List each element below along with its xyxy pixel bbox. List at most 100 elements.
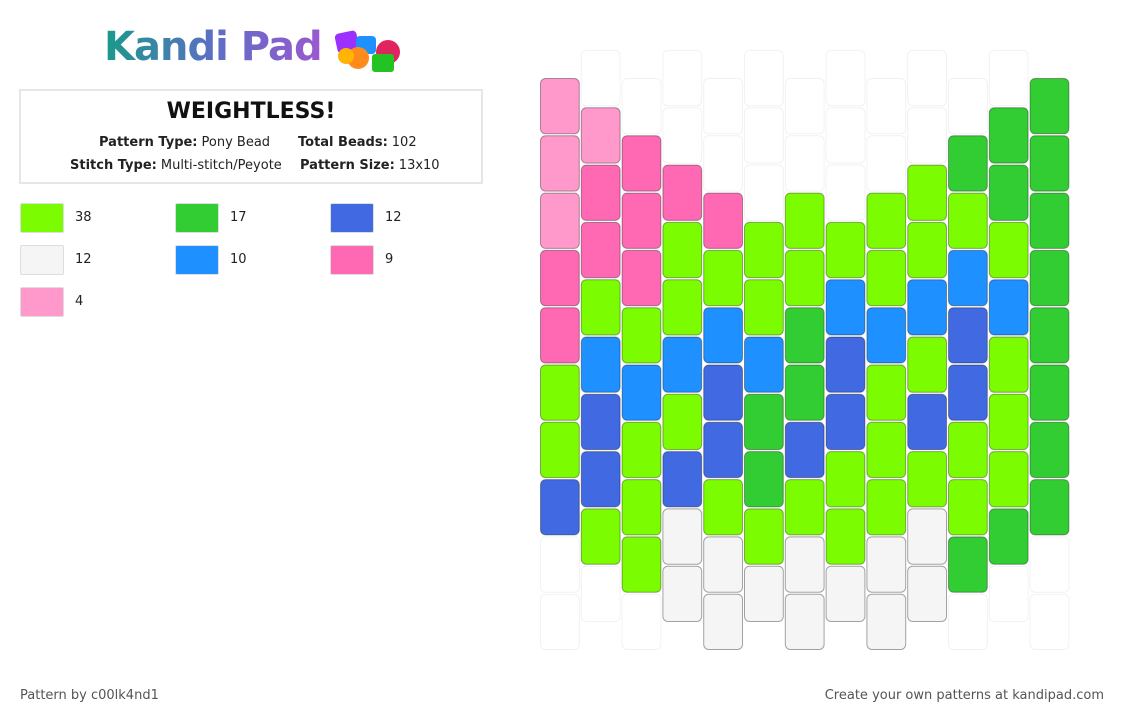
bead	[784, 536, 825, 593]
bead	[907, 565, 948, 623]
pattern-title: WEIGHTLESS!	[166, 99, 336, 124]
footer-credit: Pattern by c00lk4nd1	[20, 688, 159, 703]
bead	[1029, 479, 1070, 536]
bead	[621, 536, 662, 593]
field: Stitch Type: Multi-stitch/Peyote	[70, 158, 282, 173]
bead	[662, 508, 703, 565]
bead	[988, 508, 1029, 565]
bead	[540, 192, 580, 249]
bead	[866, 593, 907, 651]
bead	[948, 192, 988, 249]
bead	[907, 393, 948, 451]
bead	[662, 393, 703, 451]
bead	[540, 135, 580, 192]
bead	[703, 479, 744, 536]
bead	[580, 164, 621, 221]
empty-bead	[662, 107, 703, 164]
bead	[621, 307, 662, 364]
bead	[1029, 192, 1070, 249]
empty-bead	[866, 135, 907, 192]
bead	[662, 279, 703, 336]
bead	[540, 479, 580, 536]
bead	[825, 393, 866, 451]
empty-bead	[784, 78, 825, 135]
legend-count: 12	[385, 210, 402, 225]
empty-bead	[1029, 593, 1070, 651]
legend-count: 4	[75, 294, 84, 309]
bead	[621, 421, 662, 479]
bead	[580, 451, 621, 508]
bead	[866, 192, 907, 249]
legend-swatch	[175, 203, 219, 233]
field-value: Multi-stitch/Peyote	[160, 158, 282, 173]
bead	[540, 249, 580, 307]
legend-swatch	[20, 245, 64, 275]
bead	[1029, 135, 1070, 192]
bead	[744, 451, 784, 508]
field: Pattern Type: Pony Bead	[99, 135, 270, 150]
empty-bead	[540, 593, 580, 651]
bead	[540, 78, 580, 135]
bead	[948, 135, 988, 192]
info-box: WEIGHTLESS! Pattern Type: Pony Bead Total…	[19, 89, 483, 184]
bead	[540, 421, 580, 479]
field-value: 102	[391, 135, 417, 150]
bead	[784, 192, 825, 249]
bead	[866, 249, 907, 307]
bead	[907, 336, 948, 393]
bead	[948, 307, 988, 364]
bead	[703, 421, 744, 479]
legend-swatch	[330, 245, 374, 275]
empty-bead	[948, 593, 988, 651]
bead	[907, 451, 948, 508]
bead	[825, 221, 866, 279]
bead	[621, 249, 662, 307]
legend-swatch	[330, 203, 374, 233]
bead	[703, 307, 744, 364]
bead	[1029, 78, 1070, 135]
empty-bead	[988, 50, 1029, 107]
bead	[784, 249, 825, 307]
empty-bead	[621, 78, 662, 135]
empty-bead	[866, 78, 907, 135]
bead	[621, 192, 662, 249]
bead	[825, 508, 866, 565]
bead	[948, 479, 988, 536]
empty-bead	[907, 107, 948, 164]
empty-bead	[703, 78, 744, 135]
bead	[825, 336, 866, 393]
bead	[784, 364, 825, 421]
legend-swatch	[20, 287, 64, 317]
bead	[988, 164, 1029, 221]
bead	[784, 593, 825, 651]
bead	[988, 336, 1029, 393]
bead	[744, 336, 784, 393]
empty-bead	[784, 135, 825, 192]
empty-bead	[580, 50, 621, 107]
bead	[948, 364, 988, 421]
logo: Kandi Pad	[104, 24, 323, 70]
bead	[1029, 249, 1070, 307]
empty-bead	[662, 50, 703, 107]
bead	[703, 249, 744, 307]
empty-bead	[825, 164, 866, 221]
empty-bead	[907, 50, 948, 107]
bead	[621, 135, 662, 192]
empty-bead	[948, 78, 988, 135]
field: Total Beads: 102	[298, 135, 417, 150]
empty-bead	[540, 536, 580, 593]
bead	[1029, 364, 1070, 421]
bead	[907, 221, 948, 279]
legend-swatch	[20, 203, 64, 233]
bead	[988, 107, 1029, 164]
bead	[621, 479, 662, 536]
bead	[744, 279, 784, 336]
legend-count: 10	[230, 252, 247, 267]
empty-bead	[988, 565, 1029, 623]
logo-icon	[334, 30, 400, 72]
empty-bead	[621, 593, 662, 651]
bead	[948, 421, 988, 479]
bead	[540, 364, 580, 421]
bead	[988, 221, 1029, 279]
